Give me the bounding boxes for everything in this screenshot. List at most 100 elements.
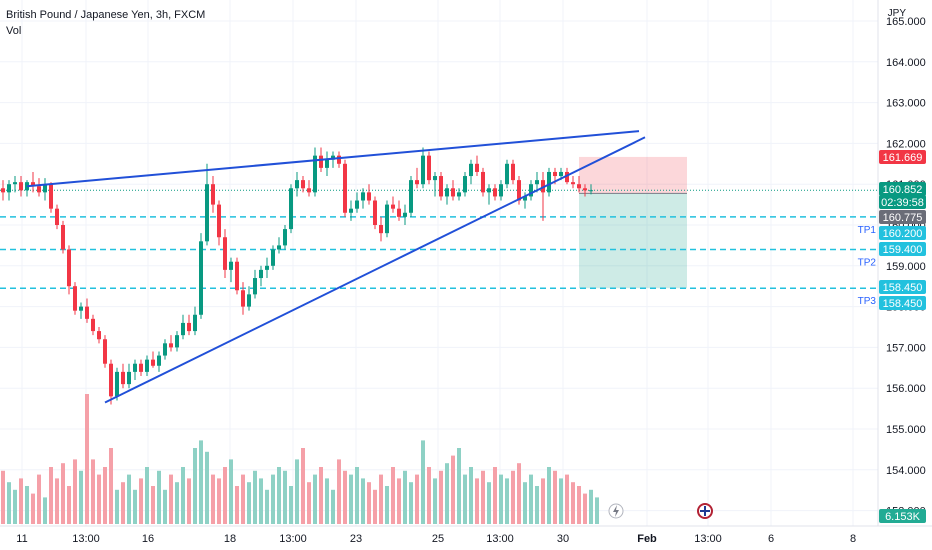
price-badge-stop bbox=[879, 150, 926, 164]
price-badge-text: 160.775 bbox=[883, 212, 923, 224]
volume-bar bbox=[301, 448, 305, 524]
candle-body bbox=[205, 184, 209, 242]
volume-bar bbox=[259, 478, 263, 524]
grid bbox=[0, 0, 878, 526]
tp-level-label: TP2 bbox=[858, 257, 877, 268]
volume-bar bbox=[547, 467, 551, 524]
candle-body bbox=[235, 261, 239, 291]
candle-body bbox=[49, 184, 53, 209]
volume-bar bbox=[397, 478, 401, 524]
volume-bar bbox=[253, 470, 257, 524]
volume-bar bbox=[427, 467, 431, 524]
currency-unit-label: JPY bbox=[887, 8, 906, 19]
candle-body bbox=[589, 190, 593, 192]
volume-bar bbox=[583, 493, 587, 524]
candle-body bbox=[373, 200, 377, 225]
candle-body bbox=[283, 229, 287, 246]
price-tick-label: 155.000 bbox=[886, 424, 926, 436]
time-tick-label: 25 bbox=[432, 533, 444, 545]
candle-body bbox=[199, 241, 203, 315]
price-badge-tp2 bbox=[879, 242, 926, 256]
time-axis[interactable]: 11 13:00 16 18 13:00 23 25 13:00 30 Feb 13:00 6 8 bbox=[16, 533, 856, 545]
time-tick-label: Feb bbox=[637, 533, 657, 545]
candle-body bbox=[19, 182, 23, 191]
candle-body bbox=[295, 180, 299, 189]
volume-bar bbox=[277, 467, 281, 524]
candle-body bbox=[529, 184, 533, 197]
volume-bar bbox=[463, 474, 467, 524]
candle-body bbox=[277, 245, 281, 250]
price-tick-label: 159.000 bbox=[886, 261, 926, 273]
candle-body bbox=[187, 322, 191, 332]
candle-body bbox=[13, 182, 17, 185]
volume-bar bbox=[517, 463, 521, 524]
candle-body bbox=[7, 184, 11, 193]
candle-body bbox=[67, 249, 71, 287]
candle-body bbox=[247, 294, 251, 307]
tp-level-label: TP3 bbox=[858, 296, 877, 307]
volume-bar bbox=[487, 482, 491, 524]
candle-body bbox=[571, 182, 575, 185]
candle-body bbox=[319, 155, 323, 168]
volume-bar bbox=[115, 489, 119, 524]
volume-bar bbox=[505, 478, 509, 524]
trendlines[interactable] bbox=[26, 130, 646, 404]
price-axis[interactable]: 165.000164.000163.000162.000161.000160.0… bbox=[886, 16, 926, 518]
stop-loss-zone[interactable] bbox=[579, 156, 687, 194]
volume-bar bbox=[511, 470, 515, 524]
candle-body bbox=[421, 155, 425, 185]
volume-bar bbox=[403, 470, 407, 524]
trendline[interactable] bbox=[104, 136, 646, 404]
take-profit-zone[interactable] bbox=[579, 193, 687, 289]
candle-body bbox=[259, 269, 263, 279]
volume-bar bbox=[307, 482, 311, 524]
volume-bar bbox=[421, 440, 425, 524]
candle-body bbox=[397, 208, 401, 217]
candle-body bbox=[457, 192, 461, 197]
take-profit-levels[interactable]: TP1 TP2 TP3 bbox=[0, 189, 878, 307]
volume-bar bbox=[145, 467, 149, 524]
short-position-tool[interactable] bbox=[579, 156, 687, 289]
volume-bar bbox=[247, 482, 251, 524]
candle-body bbox=[91, 318, 95, 332]
price-tick-label: 165.000 bbox=[886, 16, 926, 28]
candle-body bbox=[493, 188, 497, 197]
volume-bar bbox=[25, 486, 29, 524]
volume-bar bbox=[169, 474, 173, 524]
volume-bar bbox=[241, 474, 245, 524]
candle-body bbox=[445, 188, 449, 197]
candle-body bbox=[301, 180, 305, 189]
volume-bar bbox=[361, 478, 365, 524]
candle-body bbox=[349, 208, 353, 213]
price-badge-countdown bbox=[879, 195, 926, 209]
candle-body bbox=[481, 171, 485, 193]
candle-body bbox=[55, 208, 59, 225]
volume-bar bbox=[313, 474, 317, 524]
candle-body bbox=[379, 225, 383, 234]
candle-body bbox=[223, 237, 227, 270]
volume-badge bbox=[879, 509, 926, 523]
trendline[interactable] bbox=[26, 130, 640, 188]
lightning-glyph bbox=[613, 505, 619, 517]
candle-body bbox=[211, 184, 215, 205]
candle-body bbox=[331, 155, 335, 160]
candle-body bbox=[565, 171, 569, 183]
candle-body bbox=[559, 171, 563, 177]
candle-body bbox=[145, 359, 149, 372]
candle-body bbox=[415, 180, 419, 185]
price-badge-tp3 bbox=[879, 280, 926, 294]
volume-bar bbox=[499, 474, 503, 524]
volume-bars bbox=[1, 394, 599, 524]
candle-body bbox=[73, 286, 77, 311]
candle-body bbox=[229, 261, 233, 270]
candle-body bbox=[241, 290, 245, 307]
volume-bar bbox=[457, 448, 461, 524]
volume-bar bbox=[103, 467, 107, 524]
volume-bar bbox=[469, 467, 473, 524]
candle-body bbox=[391, 204, 395, 209]
volume-bar bbox=[73, 459, 77, 524]
volume-bar bbox=[61, 463, 65, 524]
price-tick-label: 156.000 bbox=[886, 383, 926, 395]
